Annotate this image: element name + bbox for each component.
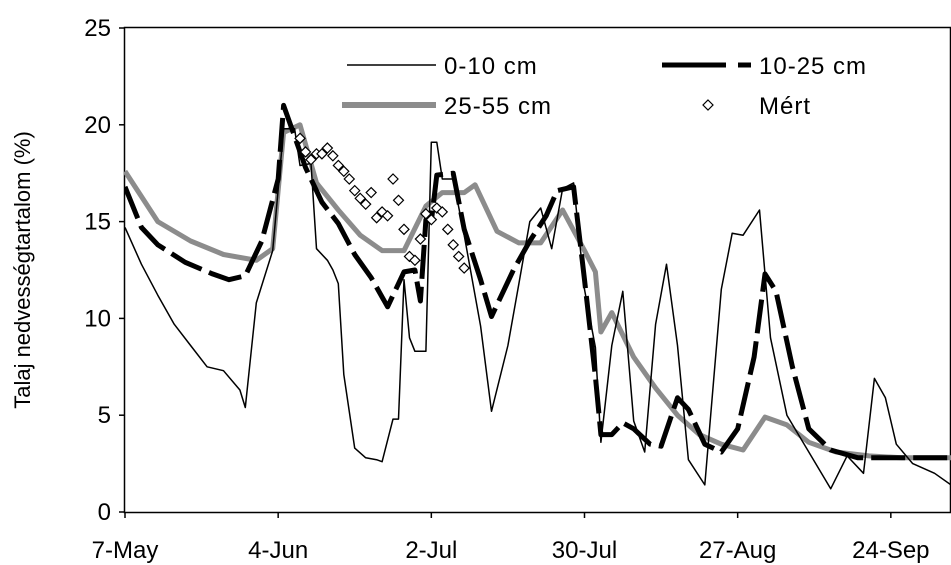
measured-point <box>420 208 432 220</box>
measured-point <box>337 165 350 178</box>
measured-point <box>343 173 356 185</box>
measured-point <box>387 173 399 185</box>
measured-point <box>414 233 427 245</box>
legend-label-25-55-cm: 25-55 cm <box>444 93 552 120</box>
legend-label-m-rt: Mért <box>759 93 811 120</box>
series-line-0-10-cm <box>124 127 951 490</box>
measured-point <box>409 254 421 267</box>
legend-label-0-10-cm: 0-10 cm <box>444 53 538 80</box>
legend-label-10-25-cm: 10-25 cm <box>759 53 867 80</box>
x-tick-label: 30-Jul <box>552 537 617 564</box>
measured-point <box>447 238 460 251</box>
measured-point <box>452 250 465 263</box>
legend-marker-m-rt <box>702 99 714 111</box>
measured-point <box>458 262 471 274</box>
measured-point <box>299 146 312 158</box>
measured-point <box>354 192 367 205</box>
measured-point <box>370 211 383 224</box>
measured-point <box>332 159 345 172</box>
measured-point <box>359 198 372 211</box>
legend: 0-10 cm 10-25 cm 25-55 cm Mért <box>342 53 867 120</box>
y-tick-label: 10 <box>84 305 111 332</box>
measured-point <box>398 223 410 236</box>
measured-point <box>425 213 438 226</box>
x-tick-label: 27-Aug <box>699 537 776 564</box>
measured-point <box>392 194 405 207</box>
x-tick-label: 2-Jul <box>405 537 457 564</box>
x-axis: 7-May 4-Jun 2-Jul 30-Jul 27-Aug 24-Sep <box>92 512 930 564</box>
measured-point <box>294 132 306 145</box>
y-tick-label: 15 <box>84 209 111 236</box>
measured-point <box>348 184 361 197</box>
y-axis: 0 5 10 15 20 25 <box>84 15 125 526</box>
series-line-10-25-cm <box>124 102 951 461</box>
measured-point <box>365 186 378 199</box>
series-line-25-55-cm <box>124 122 951 461</box>
x-tick-label: 24-Sep <box>852 537 929 564</box>
series-layer <box>124 102 951 490</box>
y-tick-label: 25 <box>84 15 111 42</box>
measured-point <box>436 206 449 218</box>
y-tick-label: 5 <box>98 402 111 429</box>
measured-point <box>441 223 454 236</box>
y-tick-label: 20 <box>84 112 111 139</box>
y-tick-label: 0 <box>98 499 111 526</box>
x-tick-label: 7-May <box>92 537 159 564</box>
y-axis-label: Talaj nedvességtartalom (%) <box>10 131 35 409</box>
measured-point <box>381 209 394 222</box>
measured-point <box>316 147 328 160</box>
measured-point <box>305 153 317 166</box>
measured-point <box>321 142 334 154</box>
x-tick-label: 4-Jun <box>248 537 308 564</box>
measured-point <box>327 149 339 162</box>
series-m-rt <box>294 132 471 274</box>
